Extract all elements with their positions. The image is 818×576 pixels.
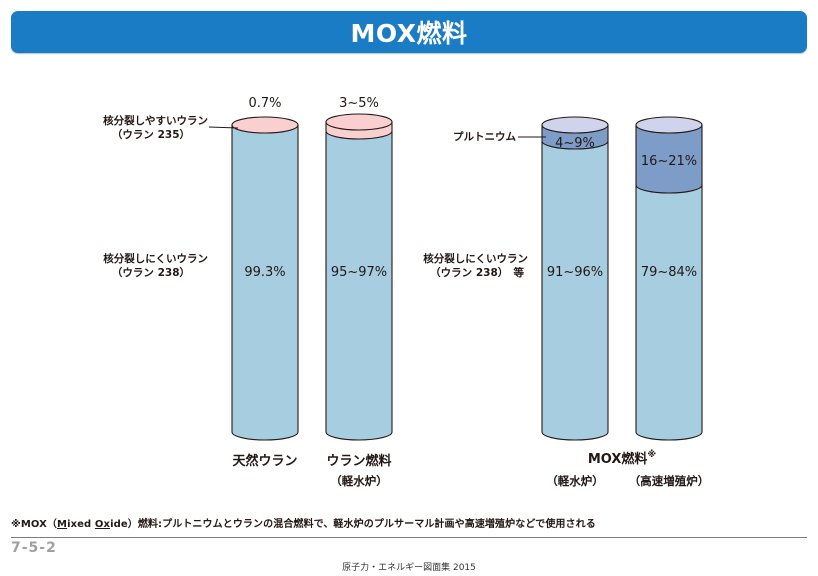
footnote-ox: Ox — [94, 519, 111, 530]
footnote-post: ide）燃料:プルトニウムとウランの混合燃料で、軽水炉のプルサーマル計画や高速増… — [110, 519, 596, 530]
column-4-top-cap — [635, 116, 703, 134]
column-1-category: 天然ウラン — [232, 453, 297, 469]
column-3-middle-label: 91~96% — [547, 265, 603, 280]
page-code: 7-5-2 — [11, 540, 57, 556]
column-mox-fbr: 16~21% 79~84% （高速増殖炉） — [629, 116, 710, 488]
mox-group-text: MOX燃料 — [588, 451, 648, 467]
column-4-sub: （高速増殖炉） — [629, 474, 710, 488]
footer-divider — [11, 537, 807, 538]
column-4-top-label: 16~21% — [641, 154, 697, 169]
column-3-sub: （軽水炉） — [546, 474, 604, 488]
label-fissile-uranium: 核分裂しやすいウラン — [103, 114, 208, 127]
column-2-body — [325, 130, 393, 441]
column-4-body — [635, 184, 703, 441]
column-1-fissile-layer — [231, 116, 299, 134]
column-3-body — [541, 140, 609, 441]
label-mox-non-fissile-uranium: 核分裂しにくいウラン — [423, 252, 528, 265]
title-bar: MOX燃料 — [11, 11, 807, 53]
leader-fissile-uranium — [208, 126, 239, 129]
column-2-category: ウラン燃料 — [326, 453, 391, 469]
label-mox-non-fissile-uranium-isotope: （ウラン 238） 等 — [430, 266, 524, 279]
label-plutonium: プルトニウム — [453, 130, 516, 143]
column-uranium-fuel: 3~5% 95~97% ウラン燃料 （軽水炉） — [325, 96, 393, 488]
mox-group-label: MOX燃料※ — [588, 449, 657, 467]
column-mox-lwr: 4~9% 91~96% （軽水炉） — [541, 116, 609, 488]
column-2-top-label: 3~5% — [339, 96, 379, 111]
label-fissile-uranium-isotope: （ウラン 235） — [112, 128, 190, 141]
footnote: ※MOX（Mixed Oxide）燃料:プルトニウムとウランの混合燃料で、軽水炉… — [11, 515, 596, 530]
label-non-fissile-uranium: 核分裂しにくいウラン — [103, 252, 208, 265]
footnote-m: M — [57, 519, 68, 530]
column-2-middle-label: 95~97% — [331, 265, 387, 280]
page-title: MOX燃料 — [350, 19, 468, 48]
column-1-middle-label: 99.3% — [244, 265, 285, 280]
column-2-sub: （軽水炉） — [330, 474, 388, 488]
column-1-body — [231, 124, 299, 441]
column-natural-uranium: 0.7% 99.3% 天然ウラン — [231, 96, 299, 469]
fuel-composition-diagram: 0.7% 99.3% 天然ウラン 3~5% 95~97% ウラン燃料 （軽水炉）… — [103, 96, 710, 488]
column-4-plutonium-layer — [635, 124, 703, 194]
footnote-pre: ※MOX（ — [11, 519, 58, 530]
mox-group-mark: ※ — [647, 449, 656, 460]
source-credit: 原子力・エネルギー図面集 2015 — [342, 563, 476, 573]
footnote-ixed: ixed — [67, 519, 95, 530]
column-2-top-cap — [325, 113, 393, 131]
column-3-top-cap — [541, 116, 609, 134]
column-4-middle-label: 79~84% — [641, 265, 697, 280]
column-1-top-label: 0.7% — [248, 96, 281, 111]
label-non-fissile-uranium-isotope: （ウラン 238） — [112, 266, 190, 279]
column-3-top-label: 4~9% — [555, 136, 595, 151]
